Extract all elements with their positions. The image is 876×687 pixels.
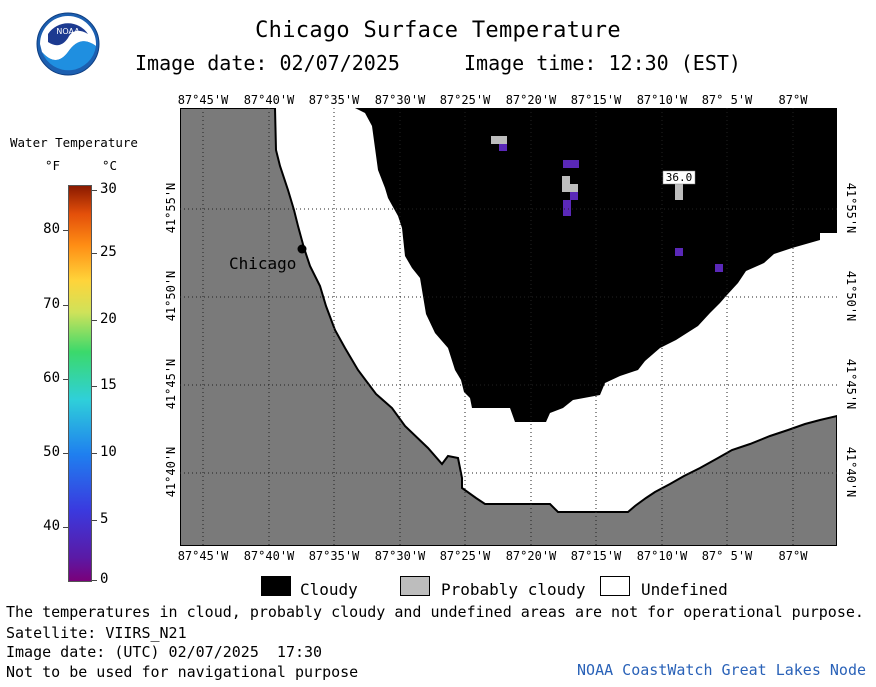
colorbar-tick-f: 40 (43, 518, 60, 534)
probably-cloudy-label: Probably cloudy (441, 580, 586, 599)
colorbar-tick-f-line (63, 527, 68, 528)
sst-pixel (675, 248, 683, 256)
longitude-label: 87°20'W (505, 93, 557, 107)
longitude-label: 87°30'W (374, 93, 426, 107)
temperature-map: 36.0 (179, 107, 838, 550)
longitude-label: 87°10'W (636, 93, 688, 107)
undefined-swatch (600, 576, 630, 596)
longitude-label: 87°45'W (177, 93, 229, 107)
navigation-warning: Not to be used for navigational purpose (6, 663, 359, 681)
longitude-label: 87°45'W (177, 549, 229, 563)
longitude-label: 87°25'W (439, 549, 491, 563)
longitude-label: 87°10'W (636, 549, 688, 563)
longitude-label: 87°20'W (505, 549, 557, 563)
longitude-label: 87°35'W (308, 93, 360, 107)
longitude-label: 87°W (778, 549, 808, 563)
cloudy-label: Cloudy (300, 580, 358, 599)
latitude-label: 41°40'N (844, 446, 858, 498)
colorbar-tick-c: 15 (100, 377, 117, 393)
longitude-label: 87°40'W (243, 549, 295, 563)
image-date-time: Image date: 02/07/2025 Image time: 12:30… (0, 51, 876, 75)
longitude-label: 87°30'W (374, 549, 426, 563)
colorbar-tick-c-line (92, 190, 97, 191)
colorbar-tick-c: 30 (100, 181, 117, 197)
sst-pixel (563, 200, 571, 216)
utc-date-text: Image date: (UTC) 02/07/2025 17:30 (6, 643, 323, 661)
latitude-label: 41°50'N (844, 270, 858, 322)
colorbar-tick-c: 5 (100, 511, 109, 527)
sst-label-box (662, 170, 696, 185)
longitude-label: 87° 5'W (701, 549, 753, 563)
disclaimer-text: The temperatures in cloud, probably clou… (6, 603, 864, 621)
colorbar-tick-f-line (63, 305, 68, 306)
latitude-label: 41°55'N (164, 182, 178, 234)
latitude-label: 41°40'N (164, 446, 178, 498)
longitude-label: 87°40'W (243, 93, 295, 107)
colorbar-tick-c-line (92, 453, 97, 454)
longitude-label: 87°25'W (439, 93, 491, 107)
latitude-label: 41°50'N (164, 270, 178, 322)
colorbar-tick-f-line (63, 230, 68, 231)
colorbar-tick-f-line (63, 453, 68, 454)
sst-pixel (570, 192, 578, 200)
colorbar-tick-f: 70 (43, 296, 60, 312)
image-date: Image date: 02/07/2025 (135, 51, 400, 75)
colorbar-tick-c-line (92, 320, 97, 321)
longitude-label: 87°15'W (570, 93, 622, 107)
colorbar-tick-f: 50 (43, 444, 60, 460)
colorbar-tick-c: 0 (100, 571, 109, 587)
city-label-chicago: Chicago (229, 254, 297, 273)
cloud-region (355, 108, 837, 422)
unit-fahrenheit: °F (45, 158, 61, 173)
sst-pixel (570, 184, 578, 192)
sst-pixel (715, 264, 723, 272)
credit-text: NOAA CoastWatch Great Lakes Node (577, 661, 866, 679)
map-canvas: 36.0 (179, 107, 838, 547)
undefined-label: Undefined (641, 580, 728, 599)
probably-cloudy-swatch (400, 576, 430, 596)
sst-pixel (499, 144, 507, 151)
colorbar-tick-f-line (63, 379, 68, 380)
sst-pixel (491, 136, 507, 144)
latitude-label: 41°45'N (164, 358, 178, 410)
sst-label: 36.0 (666, 171, 693, 184)
page-title: Chicago Surface Temperature (255, 18, 621, 43)
colorbar-tick-c-line (92, 580, 97, 581)
satellite-text: Satellite: VIIRS_N21 (6, 624, 187, 642)
latitude-label: 41°45'N (844, 358, 858, 410)
colorbar-tick-c: 20 (100, 311, 117, 327)
image-time: Image time: 12:30 (EST) (464, 51, 741, 75)
chicago-marker (297, 244, 307, 254)
unit-celsius: °C (102, 158, 118, 173)
latitude-label: 41°55'N (844, 182, 858, 234)
colorbar-tick-f: 60 (43, 370, 60, 386)
temperature-colorbar (68, 185, 92, 582)
land-area (179, 107, 838, 547)
colorbar-tick-f: 80 (43, 221, 60, 237)
sst-pixel (675, 184, 683, 200)
colorbar-tick-c: 25 (100, 244, 117, 260)
longitude-label: 87°W (778, 93, 808, 107)
legend-title: Water Temperature (10, 135, 138, 150)
noaa-logo: NOAA (36, 12, 100, 80)
noaa-logo-text: NOAA (56, 27, 80, 36)
sst-pixel (562, 176, 570, 192)
colorbar-tick-c-line (92, 253, 97, 254)
colorbar-tick-c-line (92, 386, 97, 387)
sst-pixel (563, 160, 579, 168)
sst-pixels (491, 136, 723, 272)
colorbar-tick-c-line (92, 520, 97, 521)
colorbar-tick-c: 10 (100, 444, 117, 460)
longitude-label: 87°15'W (570, 549, 622, 563)
cloudy-swatch (261, 576, 291, 596)
longitude-label: 87° 5'W (701, 93, 753, 107)
longitude-label: 87°35'W (308, 549, 360, 563)
map-grid (180, 108, 837, 546)
